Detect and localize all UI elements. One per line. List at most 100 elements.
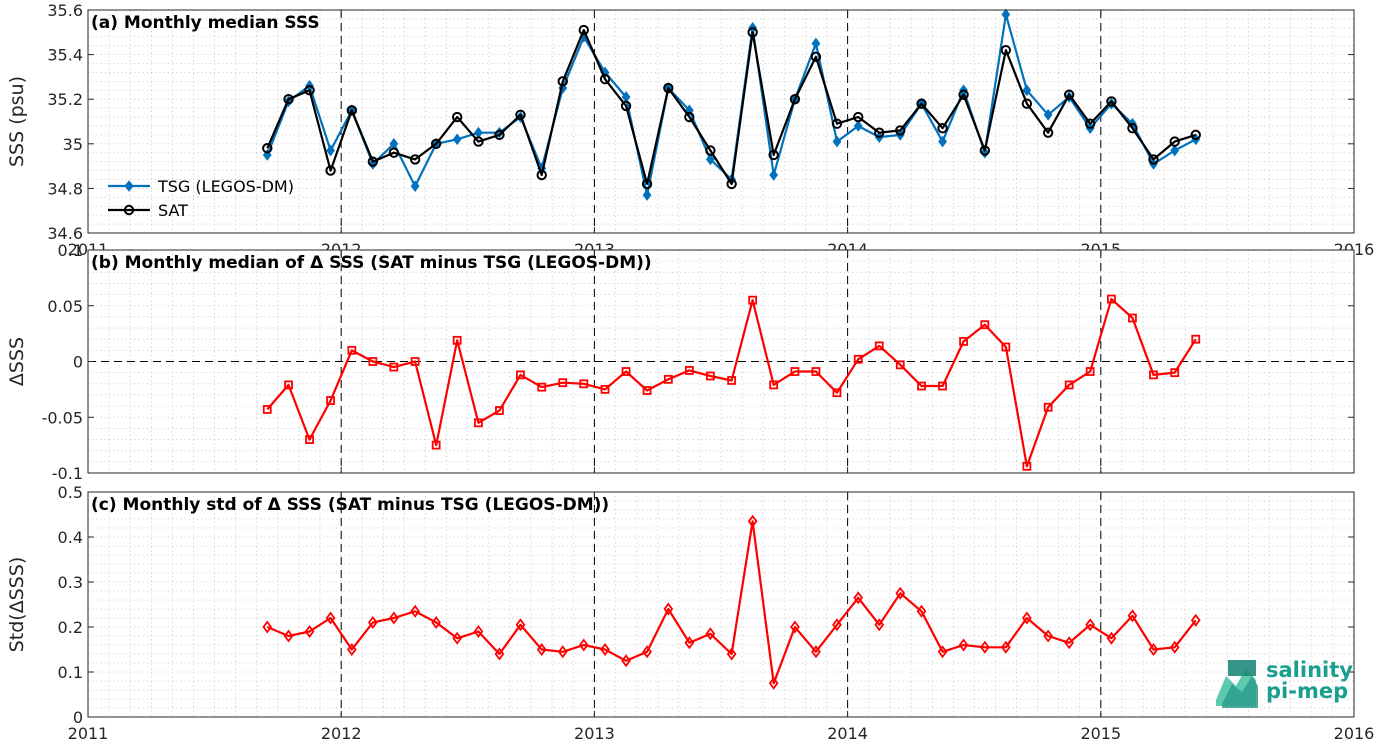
data-point	[811, 645, 821, 659]
data-point	[874, 341, 884, 351]
panel-title: (c) Monthly std of Δ SSS (SAT minus TSG …	[91, 495, 609, 515]
data-point	[938, 135, 947, 148]
x-tick-label: 2011	[68, 724, 109, 743]
data-point	[684, 111, 695, 123]
y-tick-label: -0.05	[42, 408, 83, 427]
logo-icon	[1216, 660, 1258, 708]
data-point	[937, 122, 948, 134]
data-point	[516, 370, 525, 380]
panel-title: (a) Monthly median SSS	[91, 13, 320, 33]
data-point	[663, 602, 674, 616]
data-point	[410, 180, 420, 193]
data-point	[262, 620, 273, 634]
data-point	[726, 178, 737, 190]
data-point	[789, 94, 801, 105]
data-point	[389, 362, 399, 372]
data-point	[769, 169, 779, 181]
data-point	[1106, 631, 1117, 645]
data-point	[832, 618, 842, 632]
data-point	[304, 85, 315, 96]
data-point	[410, 604, 421, 618]
y-tick-label: 0.4	[58, 528, 83, 547]
legend-marker	[124, 180, 134, 192]
y-tick-label: -0.1	[52, 464, 83, 483]
data-point	[916, 604, 927, 618]
panel-title: (b) Monthly median of Δ SSS (SAT minus T…	[91, 253, 652, 273]
data-point	[917, 381, 926, 391]
legend: TSG (LEGOS-DM) SAT	[108, 177, 294, 220]
data-point	[620, 100, 632, 112]
axes-frame	[87, 9, 1355, 234]
x-tick-label: 2013	[574, 724, 615, 743]
data-point	[916, 98, 927, 109]
data-point	[305, 435, 314, 444]
data-point	[1170, 368, 1180, 378]
data-point	[980, 320, 990, 330]
panels: 34.6 34.8 35 35.2 35.4 35.6 2011 2012 2013 2014 20…	[6, 1, 1374, 743]
y-tick-label: 0	[73, 353, 83, 372]
y-tick-label: 35.6	[47, 1, 83, 20]
data-point	[451, 111, 463, 123]
data-point	[1043, 402, 1053, 412]
data-point	[304, 625, 315, 638]
data-point	[452, 631, 463, 645]
data-point	[705, 153, 715, 166]
data-point	[705, 145, 716, 156]
salinity-pi-mep-logo: salinity pi-mep	[1216, 658, 1353, 708]
data-point	[578, 24, 589, 36]
data-point	[621, 367, 631, 376]
axes-frame	[87, 491, 1355, 718]
data-point	[431, 616, 442, 629]
data-point	[452, 335, 462, 345]
data-point	[790, 367, 800, 376]
axes-frame	[87, 249, 1355, 474]
data-point	[979, 640, 990, 654]
data-point	[494, 129, 505, 141]
data-point	[367, 616, 378, 629]
data-point	[1000, 640, 1011, 654]
data-point	[790, 620, 800, 634]
data-point	[895, 586, 906, 600]
data-point	[1064, 636, 1075, 650]
data-point	[557, 645, 568, 659]
data-point	[1085, 367, 1095, 376]
data-point	[536, 643, 547, 656]
data-point	[641, 178, 653, 190]
data-point	[895, 125, 906, 136]
data-point	[346, 643, 357, 656]
data-point	[515, 109, 526, 121]
series-1	[262, 514, 1201, 690]
data-point	[600, 643, 610, 656]
data-point	[748, 295, 758, 305]
data-point	[705, 371, 715, 381]
data-point	[1190, 613, 1201, 627]
data-point	[1106, 96, 1117, 107]
data-point	[747, 27, 758, 38]
data-point	[1042, 127, 1054, 138]
data-point	[1022, 84, 1032, 97]
data-point	[705, 627, 716, 641]
data-point	[747, 514, 758, 528]
data-point	[684, 366, 694, 375]
data-point	[430, 138, 442, 150]
data-point	[1190, 129, 1201, 141]
data-point	[642, 645, 652, 659]
legend-label: SAT	[158, 201, 188, 220]
x-tick-label: 2014	[827, 724, 868, 743]
data-point	[1191, 334, 1201, 344]
panel-b: -0.1 -0.05 0 0.05 0.1 ΔSSS (b) Monthly median …	[6, 241, 1355, 483]
data-point	[558, 378, 568, 388]
legend-label: TSG (LEGOS-DM)	[157, 177, 294, 196]
data-point	[621, 654, 631, 668]
data-point	[874, 127, 885, 138]
data-point	[557, 76, 568, 87]
y-tick-label: 0.1	[58, 241, 83, 260]
logo-line2: pi-mep	[1266, 679, 1348, 703]
plot-area	[88, 492, 1354, 717]
data-point	[388, 611, 399, 625]
data-point	[1107, 294, 1116, 304]
y-tick-label: 0.05	[47, 297, 83, 316]
data-point	[473, 625, 484, 638]
y-tick-label: 0.5	[58, 483, 83, 502]
logo-line1: salinity	[1266, 658, 1353, 682]
